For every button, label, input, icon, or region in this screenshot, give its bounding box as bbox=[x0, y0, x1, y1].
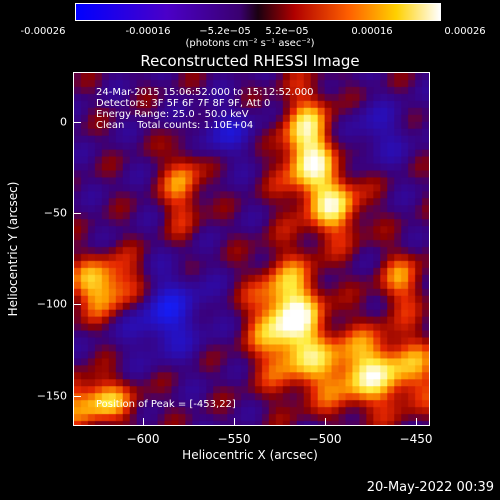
colorbar-tick: -0.00026 bbox=[20, 26, 66, 37]
y-tick-label: 0 bbox=[60, 115, 67, 129]
image-title: Reconstructed RHESSI Image bbox=[140, 52, 360, 70]
y-tick-label: −50 bbox=[43, 206, 67, 220]
heatmap-image bbox=[74, 73, 429, 425]
y-axis-label: Heliocentric Y (arcsec) bbox=[6, 181, 20, 317]
info-energy: Energy Range: 25.0 - 50.0 keV bbox=[96, 109, 249, 120]
info-time: 24-Mar-2015 15:06:52.000 to 15:12:52.000 bbox=[96, 87, 314, 98]
y-tick-mark bbox=[73, 304, 81, 305]
peak-position: Position of Peak = [-453,22] bbox=[96, 399, 236, 410]
y-tick-label: −100 bbox=[36, 297, 67, 311]
info-clean: Clean Total counts: 1.10E+04 bbox=[96, 120, 254, 131]
x-tick-label: −550 bbox=[217, 432, 251, 446]
y-tick-label: −150 bbox=[36, 389, 67, 403]
colorbar-tick: 5.2e−05 bbox=[265, 26, 309, 37]
y-tick-mark bbox=[73, 396, 81, 397]
colorbar-unit: (photons cm⁻² s⁻¹ asec⁻²) bbox=[185, 38, 315, 49]
x-tick-mark bbox=[416, 418, 417, 426]
colorbar-tick: 0.00016 bbox=[351, 26, 393, 37]
x-tick-label: −450 bbox=[399, 432, 433, 446]
timestamp: 20-May-2022 00:39 bbox=[366, 480, 494, 495]
x-tick-label: −500 bbox=[308, 432, 342, 446]
y-tick-mark bbox=[73, 122, 81, 123]
x-tick-mark bbox=[234, 418, 235, 426]
x-axis-label: Heliocentric X (arcsec) bbox=[182, 448, 318, 462]
colorbar-tick: 0.00026 bbox=[444, 26, 486, 37]
x-tick-mark bbox=[325, 418, 326, 426]
colorbar-tick: -0.00016 bbox=[125, 26, 171, 37]
colorbar bbox=[75, 3, 441, 21]
info-detectors: Detectors: 3F 5F 6F 7F 8F 9F, Att 0 bbox=[96, 98, 271, 109]
colorbar-tick: −5.2e−05 bbox=[199, 26, 251, 37]
x-tick-mark bbox=[143, 418, 144, 426]
x-tick-label: −600 bbox=[126, 432, 160, 446]
plot-area: 24-Mar-2015 15:06:52.000 to 15:12:52.000… bbox=[73, 72, 430, 426]
y-tick-mark bbox=[73, 213, 81, 214]
